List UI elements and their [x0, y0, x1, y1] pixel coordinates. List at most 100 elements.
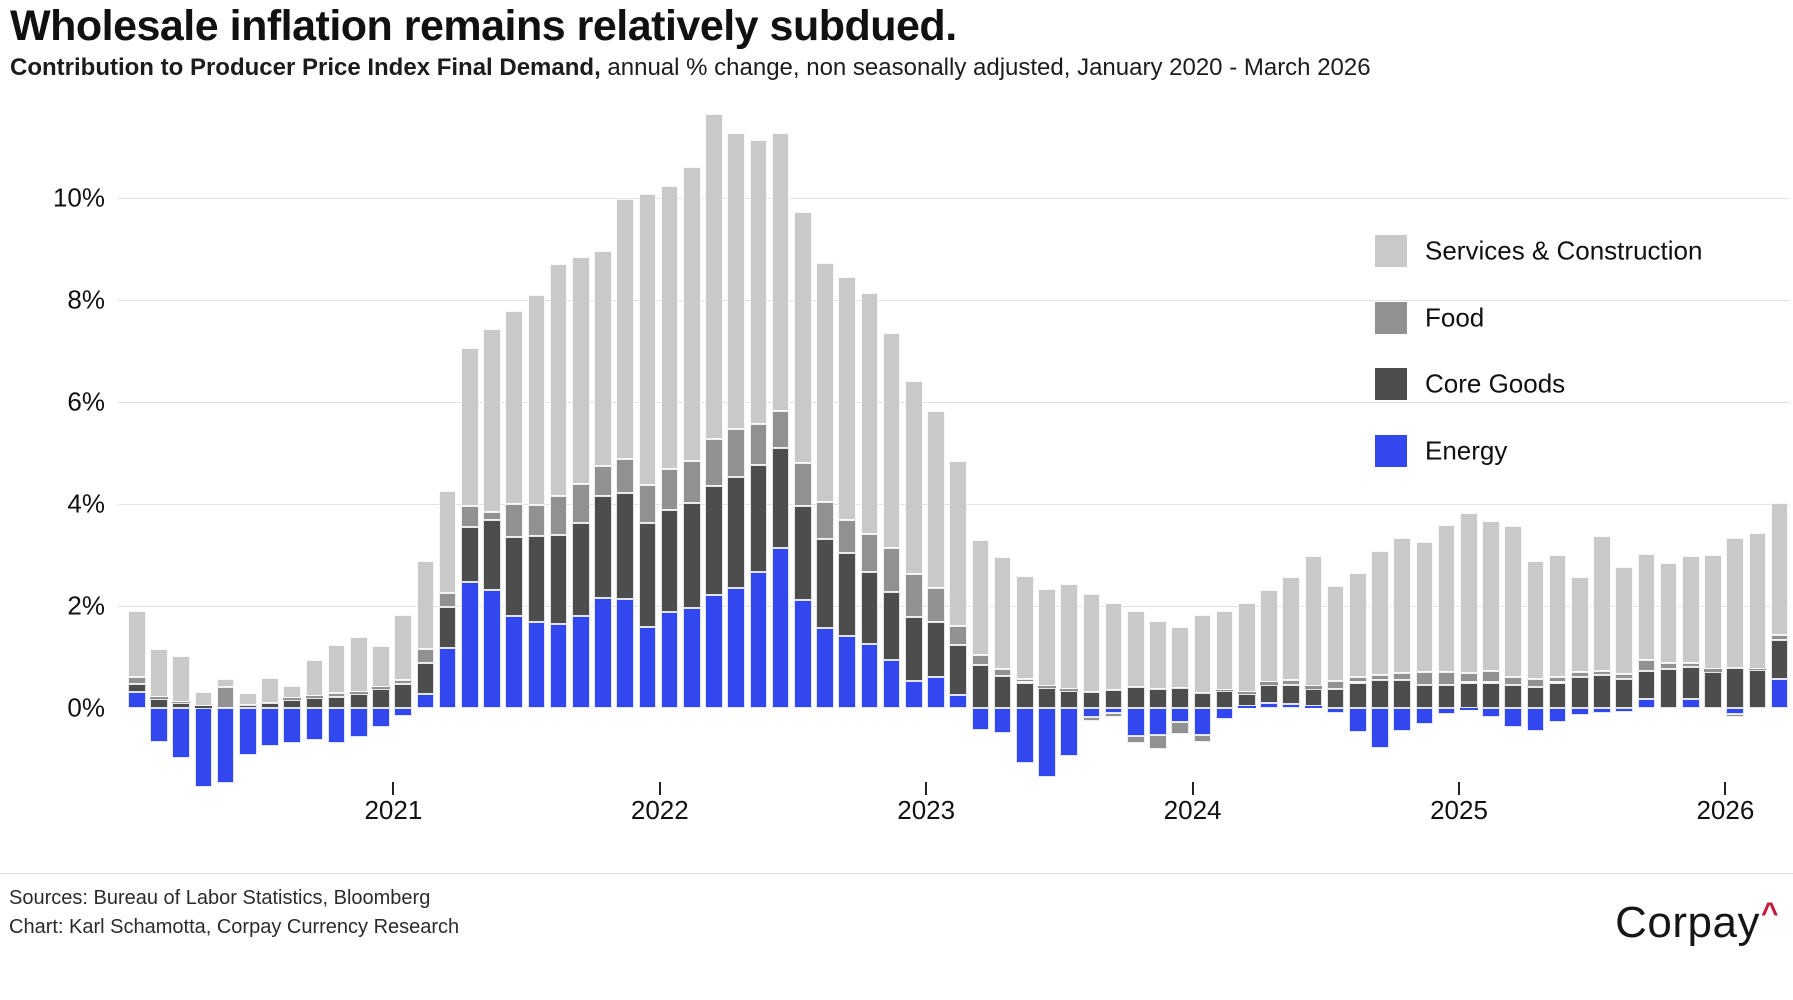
bar-segment-food — [660, 468, 679, 510]
bar-segment-energy — [771, 547, 790, 708]
bar-segment-core-goods — [727, 476, 745, 589]
bar-segment-core-goods — [1437, 685, 1456, 708]
bar-segment-energy — [1637, 698, 1656, 708]
bar-segment-services-construction — [350, 637, 368, 692]
y-axis-label: 0% — [67, 692, 105, 723]
bar-segment-services-construction — [838, 277, 856, 520]
bar-segment-food — [771, 411, 790, 448]
bar-segment-energy — [794, 599, 812, 708]
bar-segment-food — [1060, 688, 1078, 691]
bar-segment-food — [128, 676, 146, 684]
bar-segment-services-construction — [860, 292, 879, 535]
bar-segment-core-goods — [350, 694, 368, 708]
bar-segment-energy — [1127, 708, 1145, 737]
legend-swatch-icon — [1375, 368, 1407, 400]
x-axis-label: 2022 — [630, 795, 689, 825]
legend-swatch-icon — [1375, 434, 1407, 467]
bar-segment-core-goods — [1682, 666, 1700, 700]
bar-segment-core-goods — [1571, 677, 1589, 708]
bar-segment-food — [461, 506, 479, 527]
bar-segment-food — [1593, 670, 1611, 675]
bar-segment-food — [327, 692, 346, 697]
bar-segment-services-construction — [1393, 538, 1411, 674]
bar-segment-core-goods — [927, 621, 945, 677]
bar-segment-food — [350, 691, 368, 695]
bar-segment-food — [705, 439, 723, 487]
bar-segment-services-construction — [1704, 555, 1722, 670]
bar-segment-core-goods — [1415, 685, 1434, 708]
bar-segment-energy — [1726, 708, 1744, 715]
gridline-10% — [118, 198, 1790, 199]
bar-segment-food — [1460, 673, 1478, 683]
corpay-logo-caret: ^ — [1760, 897, 1779, 930]
bar-segment-services-construction — [372, 646, 390, 688]
bar-segment-core-goods — [860, 571, 879, 645]
bar-segment-food — [749, 423, 768, 466]
y-axis-label: 8% — [67, 284, 105, 315]
bar-segment-energy — [660, 612, 679, 708]
bar-segment-services-construction — [527, 295, 546, 506]
bar-segment-food — [1282, 680, 1300, 685]
bar-segment-core-goods — [1770, 639, 1789, 680]
bar-segment-services-construction — [283, 686, 301, 699]
bar-segment-energy — [905, 680, 923, 708]
bar-segment-food — [1371, 674, 1389, 681]
bar-segment-energy — [1504, 708, 1522, 727]
bar-segment-core-goods — [1104, 689, 1123, 708]
bar-segment-food — [305, 695, 324, 699]
y-axis-label: 4% — [67, 488, 105, 519]
bar-segment-core-goods — [128, 683, 146, 692]
bar-segment-energy — [683, 608, 701, 708]
bar-segment-food — [1016, 678, 1034, 683]
bar-segment-energy — [1615, 708, 1633, 713]
bar-segment-services-construction — [1082, 593, 1101, 692]
x-axis-tick — [1191, 782, 1194, 795]
bar-segment-services-construction — [505, 311, 523, 504]
bar-segment-energy — [1104, 708, 1123, 713]
bar-segment-services-construction — [594, 251, 612, 467]
bar-segment-core-goods — [749, 465, 768, 572]
bar-segment-services-construction — [1659, 563, 1678, 664]
bar-segment-core-goods — [1526, 686, 1545, 708]
x-axis-tick — [1458, 782, 1460, 795]
bar-segment-services-construction — [194, 691, 213, 706]
x-axis-label: 2021 — [364, 795, 423, 825]
bar-segment-core-goods — [838, 552, 856, 637]
bar-segment-food — [971, 654, 990, 666]
bar-segment-food — [993, 668, 1012, 677]
bar-segment-energy — [327, 708, 346, 743]
bar-segment-services-construction — [616, 199, 634, 459]
bar-segment-food — [1571, 672, 1589, 678]
x-axis-label: 2026 — [1696, 795, 1755, 825]
bar-segment-food — [505, 504, 523, 537]
bar-segment-services-construction — [416, 561, 435, 650]
bar-segment-food — [150, 697, 168, 699]
bar-segment-services-construction — [1193, 615, 1212, 694]
bar-segment-energy — [1682, 699, 1700, 708]
bar-segment-core-goods — [1548, 682, 1567, 708]
bar-segment-energy — [505, 616, 523, 708]
bar-segment-food — [1682, 662, 1700, 667]
bar-segment-core-goods — [705, 486, 723, 595]
bar-segment-services-construction — [1038, 589, 1056, 686]
bar-segment-food — [905, 573, 923, 618]
bar-segment-core-goods — [1504, 685, 1522, 708]
page-title: Wholesale inflation remains relatively s… — [10, 2, 957, 50]
bar-segment-food — [416, 649, 435, 664]
bar-segment-energy — [372, 708, 390, 728]
bar-segment-food — [1748, 668, 1767, 670]
bar-segment-core-goods — [638, 522, 657, 628]
bar-segment-core-goods — [1460, 682, 1478, 708]
bar-segment-energy — [1215, 708, 1234, 720]
bar-segment-services-construction — [1171, 626, 1189, 689]
bar-segment-energy — [1326, 708, 1345, 714]
bar-segment-services-construction — [216, 678, 235, 688]
bar-segment-core-goods — [372, 689, 390, 708]
bar-segment-food — [1215, 690, 1234, 692]
bar-segment-core-goods — [549, 534, 568, 624]
x-axis-label: 2025 — [1430, 795, 1488, 825]
bar-segment-food — [1437, 672, 1456, 686]
bar-segment-food — [860, 534, 879, 572]
bar-segment-food — [1127, 736, 1145, 744]
